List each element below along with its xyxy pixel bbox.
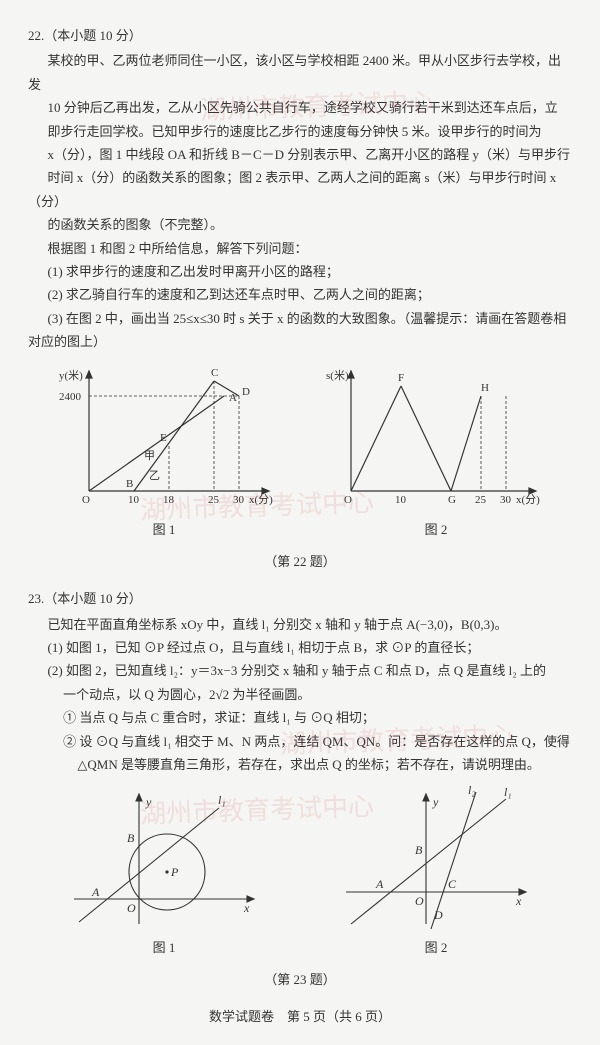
svg-text:O: O: [344, 494, 352, 506]
q22-fig2: s(米) O 10 25 30 x(分) F G H 图 2: [321, 361, 551, 541]
q23-sub1: (1) 如图 1，已知 ⊙P 经过点 O，且与直线 l₁ 相切于点 B，求 ⊙P…: [28, 636, 572, 659]
origin: O: [82, 494, 90, 506]
fig2-caption: 图 2: [321, 518, 551, 541]
svg-text:x: x: [515, 894, 522, 908]
svg-text:y: y: [432, 795, 439, 809]
svg-text:25: 25: [475, 494, 487, 506]
svg-text:P: P: [170, 865, 179, 879]
svg-text:x: x: [243, 901, 250, 915]
svg-text:D: D: [433, 908, 443, 922]
q22-sub3: (3) 在图 2 中，画出当 25≤x≤30 时 s 关于 x 的函数的大致图象…: [28, 307, 572, 354]
x-label: x(分): [516, 493, 540, 506]
q22-line: x（分），图 1 中线段 OA 和折线 B－C－D 分别表示甲、乙离开小区的路程…: [28, 143, 572, 166]
svg-text:B: B: [127, 831, 135, 845]
svg-text:乙: 乙: [149, 469, 160, 482]
svg-text:H: H: [481, 382, 489, 394]
fig1-caption: 图 1: [64, 936, 264, 959]
y-tick: 2400: [59, 391, 82, 403]
y-label: y(米): [59, 369, 83, 382]
svg-text:C: C: [448, 877, 457, 891]
q22-line: 根据图 1 和图 2 中所给信息，解答下列问题：: [28, 237, 572, 260]
svg-text:l₁: l₁: [218, 793, 226, 807]
svg-text:D: D: [242, 386, 250, 398]
svg-text:l₁: l₁: [504, 785, 512, 799]
q22-line: 某校的甲、乙两位老师同住一小区，该小区与学校相距 2400 米。甲从小区步行去学…: [28, 49, 572, 96]
svg-text:A: A: [375, 877, 384, 891]
q23-figs: y x l₁ A B O P 图 1 y x l₁ l₂ A B C D O 图…: [28, 784, 572, 959]
q22-sub2: (2) 求乙骑自行车的速度和乙到达还车点时甲、乙两人之间的距离；: [28, 283, 572, 306]
svg-text:G: G: [448, 494, 456, 506]
q23-c2: ② 设 ⊙Q 与直线 l₁ 相交于 M、N 两点，连结 QM、QN。问：是否存在…: [28, 730, 572, 753]
x-label: x(分): [249, 493, 273, 506]
page: 22.（本小题 10 分） 某校的甲、乙两位老师同住一小区，该小区与学校相距 2…: [0, 0, 600, 1045]
q22-sub: （第 22 题）: [28, 550, 572, 573]
svg-text:F: F: [398, 372, 404, 384]
svg-text:O: O: [127, 901, 136, 915]
svg-text:y: y: [145, 795, 152, 809]
fig1-caption: 图 1: [49, 518, 279, 541]
q23-fig1: y x l₁ A B O P 图 1: [64, 784, 264, 959]
svg-text:B: B: [126, 478, 133, 490]
q23-fig2: y x l₁ l₂ A B C D O 图 2: [336, 784, 536, 959]
svg-text:30: 30: [233, 494, 245, 506]
svg-text:30: 30: [500, 494, 512, 506]
svg-text:l₂: l₂: [468, 784, 476, 797]
q22-fig1: y(米) 2400 O 10 18 25 30 x(分) A B C D E 甲…: [49, 361, 279, 541]
svg-text:E: E: [160, 432, 167, 444]
q23-head: 23.（本小题 10 分）: [28, 587, 572, 610]
q23-line: 已知在平面直角坐标系 xOy 中，直线 l₁ 分别交 x 轴和 y 轴于点 A(…: [28, 613, 572, 636]
q22-sub1: (1) 求甲步行的速度和乙出发时甲离开小区的路程；: [28, 260, 572, 283]
svg-text:10: 10: [395, 494, 407, 506]
svg-text:O: O: [415, 894, 424, 908]
q23-c2b: △QMN 是等腰直角三角形，若存在，求出点 Q 的坐标；若不存在，请说明理由。: [28, 753, 572, 776]
q22-figs: y(米) 2400 O 10 18 25 30 x(分) A B C D E 甲…: [28, 361, 572, 541]
svg-text:甲: 甲: [144, 450, 155, 462]
svg-text:C: C: [211, 367, 218, 379]
svg-text:A: A: [229, 392, 237, 404]
q23-sub: （第 23 题）: [28, 968, 572, 991]
q22-line: 时间 x（分）的函数关系的图象；图 2 表示甲、乙两人之间的距离 s（米）与甲步…: [28, 166, 572, 213]
q23-sub2: (2) 如图 2，已知直线 l₂：y＝3x−3 分别交 x 轴和 y 轴于点 C…: [28, 659, 572, 682]
q22-line: 10 分钟后乙再出发，乙从小区先骑公共自行车，途经学校又骑行若干米到达还车点后，…: [28, 96, 572, 119]
q23-sub2b: 一个动点，以 Q 为圆心，2√2 为半径画圆。: [28, 683, 572, 706]
svg-text:25: 25: [208, 494, 220, 506]
q22-line: 的函数关系的图象（不完整）。: [28, 213, 572, 236]
fig2-caption: 图 2: [336, 936, 536, 959]
svg-text:10: 10: [128, 494, 140, 506]
q23-c1: ① 当点 Q 与点 C 重合时，求证：直线 l₁ 与 ⊙Q 相切；: [28, 706, 572, 729]
svg-text:B: B: [415, 843, 423, 857]
svg-text:A: A: [91, 885, 100, 899]
q22-head: 22.（本小题 10 分）: [28, 24, 572, 47]
page-footer: 数学试题卷 第 5 页（共 6 页）: [28, 1005, 572, 1028]
q22-line: 即步行走回学校。已知甲步行的速度比乙步行的速度每分钟快 5 米。设甲步行的时间为: [28, 120, 572, 143]
y-label: s(米): [326, 369, 349, 382]
svg-text:18: 18: [163, 494, 175, 506]
